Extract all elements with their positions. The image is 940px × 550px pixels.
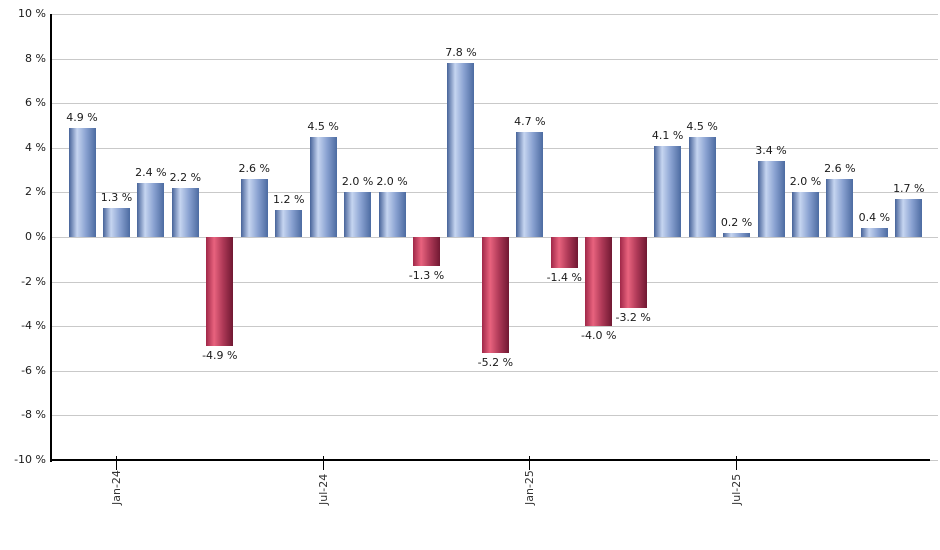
x-axis-line bbox=[50, 459, 930, 461]
bar-value-label: -5.2 % bbox=[477, 355, 514, 369]
bar bbox=[585, 237, 613, 327]
bar-value-label: 4.1 % bbox=[651, 128, 684, 142]
x-axis-tick-label: Jul-25 bbox=[730, 473, 744, 505]
bar bbox=[550, 237, 578, 269]
bar bbox=[654, 145, 682, 237]
x-axis-tick-label: Jan-25 bbox=[523, 470, 537, 505]
bar bbox=[275, 210, 303, 237]
bar-value-label: 4.5 % bbox=[307, 119, 339, 133]
bar-value-label: 4.9 % bbox=[66, 110, 98, 124]
x-axis-tick bbox=[322, 456, 324, 470]
y-axis-tick-label: -2 % bbox=[21, 274, 46, 288]
bar bbox=[137, 183, 165, 237]
y-axis-tick-label: -6 % bbox=[21, 363, 46, 377]
bar-value-label: -4.0 % bbox=[581, 329, 617, 343]
x-axis-tick bbox=[115, 456, 117, 470]
plot-area: 4.9 % 1.3 % 2.4 % 2.2 % -4.9 % 2.6 % 1.2 % 4.5 … bbox=[50, 14, 938, 505]
grid-line bbox=[52, 192, 938, 194]
bar-value-label: 2.6 % bbox=[824, 162, 856, 176]
bar-value-label: -4.9 % bbox=[202, 349, 238, 363]
bar-value-label: -1.4 % bbox=[546, 271, 582, 285]
x-axis-tick-label: Jan-24 bbox=[109, 470, 123, 505]
y-axis-tick-label: -10 % bbox=[14, 453, 46, 466]
bar-value-label: 2.0 % bbox=[376, 175, 408, 189]
bar bbox=[378, 192, 406, 237]
bar-value-label: 2.6 % bbox=[238, 162, 270, 176]
bar bbox=[619, 237, 647, 309]
bar-value-label: 2.0 % bbox=[789, 175, 822, 189]
grid-line bbox=[52, 147, 938, 149]
bar bbox=[447, 63, 475, 237]
bar-value-label: 1.3 % bbox=[100, 191, 133, 204]
x-axis-tick-label: Jul-24 bbox=[316, 473, 330, 505]
bar bbox=[791, 192, 819, 237]
grid-line bbox=[52, 415, 938, 417]
y-axis-tick-label: 6 % bbox=[25, 96, 46, 110]
grid-line bbox=[52, 14, 938, 15]
x-axis-tick bbox=[736, 456, 738, 470]
bar bbox=[481, 237, 509, 353]
grid-line bbox=[52, 58, 938, 60]
y-axis-tick-label: 0 % bbox=[25, 230, 46, 243]
bar-value-label: 7.8 % bbox=[445, 46, 477, 60]
bar-value-label: -3.2 % bbox=[615, 311, 651, 325]
bar-value-label: 1.7 % bbox=[893, 182, 925, 196]
bar-value-label: 4.7 % bbox=[514, 115, 546, 129]
bar-value-label: -1.3 % bbox=[408, 268, 445, 282]
bar-value-label: 1.2 % bbox=[272, 193, 305, 207]
bar bbox=[826, 179, 854, 237]
bar bbox=[757, 161, 785, 237]
y-axis-labels: 10 % 8 % 6 % 4 % 2 % 0 % -2 % -4 % -6 % -8 % -10 % bbox=[0, 7, 46, 466]
bar-value-label: 2.2 % bbox=[169, 170, 202, 184]
bar-value-label: 0.4 % bbox=[858, 211, 891, 225]
bar bbox=[68, 127, 96, 237]
x-axis-tick bbox=[529, 456, 531, 470]
bar bbox=[171, 187, 199, 237]
bar bbox=[344, 192, 372, 237]
bar bbox=[516, 132, 544, 237]
y-axis-tick-label: 8 % bbox=[25, 51, 46, 65]
grid-line bbox=[52, 370, 938, 372]
bar bbox=[240, 179, 268, 237]
bar-value-label: 3.4 % bbox=[755, 144, 787, 158]
y-axis-tick-label: 10 % bbox=[18, 7, 46, 20]
bar-value-label: 4.5 % bbox=[686, 119, 718, 133]
bar-value-label: 2.0 % bbox=[341, 175, 374, 189]
y-axis-tick-label: 2 % bbox=[25, 185, 46, 199]
bar bbox=[206, 237, 234, 347]
bar bbox=[309, 136, 337, 237]
bar bbox=[102, 208, 130, 237]
bar bbox=[723, 232, 751, 237]
y-axis-tick-label: -8 % bbox=[21, 408, 46, 422]
y-axis-line bbox=[50, 14, 52, 462]
bar bbox=[413, 237, 440, 266]
bar-value-label: 0.2 % bbox=[720, 215, 753, 229]
bar bbox=[688, 136, 716, 237]
y-axis-tick-label: -4 % bbox=[21, 319, 46, 333]
y-axis-tick-label: 4 % bbox=[25, 140, 46, 154]
bar-value-label: 2.4 % bbox=[135, 166, 167, 180]
bar bbox=[860, 228, 888, 237]
grid-line bbox=[52, 103, 938, 105]
bar bbox=[895, 199, 923, 237]
